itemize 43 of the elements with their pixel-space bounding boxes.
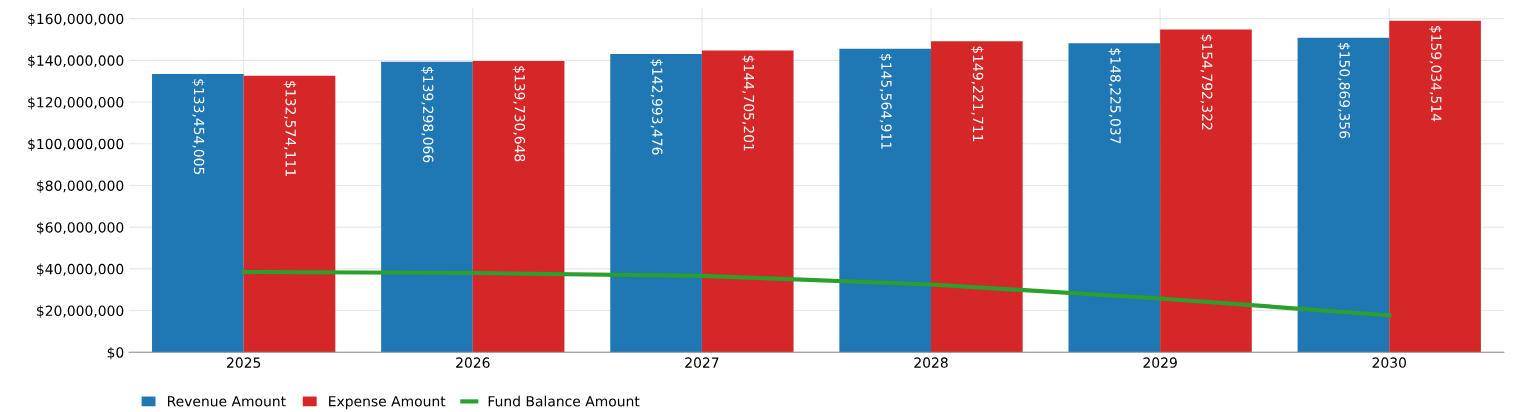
bar	[243, 75, 336, 353]
bar	[1297, 37, 1390, 353]
y-tick-label: $160,000,000	[28, 13, 124, 26]
bar	[931, 41, 1023, 353]
data-label: $139,730,648	[512, 66, 526, 162]
data-label: $139,298,066	[421, 67, 434, 163]
y-tick-label: $140,000,000	[28, 55, 124, 68]
data-label: $145,564,911	[879, 54, 892, 149]
x-tick-label: 2029	[1143, 357, 1177, 368]
x-tick-label: 2028	[914, 357, 948, 368]
bar	[152, 74, 244, 353]
bar	[1068, 43, 1161, 353]
legend-label: Expense Amount	[329, 396, 446, 410]
y-tick-label: $60,000,000	[37, 221, 124, 235]
bar	[701, 50, 794, 353]
y-tick-label: $80,000,000	[37, 180, 124, 193]
data-label: $150,869,356	[1337, 42, 1351, 139]
data-label: $148,225,037	[1108, 48, 1122, 144]
x-tick-label: 2030	[1372, 357, 1406, 368]
y-tick-label: $120,000,000	[28, 96, 124, 110]
y-tick-label: $20,000,000	[37, 305, 124, 318]
x-tick-label: 2027	[685, 357, 719, 368]
data-label: $142,993,476	[650, 59, 663, 155]
data-label: $159,034,514	[1429, 25, 1442, 122]
bar	[839, 48, 932, 353]
x-tick-label: 2026	[456, 357, 490, 368]
data-label: $144,705,201	[741, 55, 755, 151]
bar	[381, 61, 473, 353]
y-tick-label: $40,000,000	[37, 263, 124, 277]
x-tick-label: 2025	[227, 357, 261, 368]
legend-label: Revenue Amount	[167, 396, 286, 407]
line-series	[241, 269, 1392, 318]
y-tick-label: $0	[107, 346, 124, 360]
data-label: $154,792,322	[1200, 34, 1213, 130]
data-label: $149,221,711	[970, 46, 984, 142]
bar	[610, 54, 702, 353]
bar	[1389, 20, 1481, 353]
data-label: $133,454,005	[191, 79, 205, 175]
y-tick-label: $100,000,000	[28, 138, 124, 152]
data-label: $132,574,111	[283, 81, 297, 176]
bar	[472, 60, 565, 353]
legend-label: Fund Balance Amount	[488, 395, 640, 407]
bar	[1160, 29, 1252, 353]
